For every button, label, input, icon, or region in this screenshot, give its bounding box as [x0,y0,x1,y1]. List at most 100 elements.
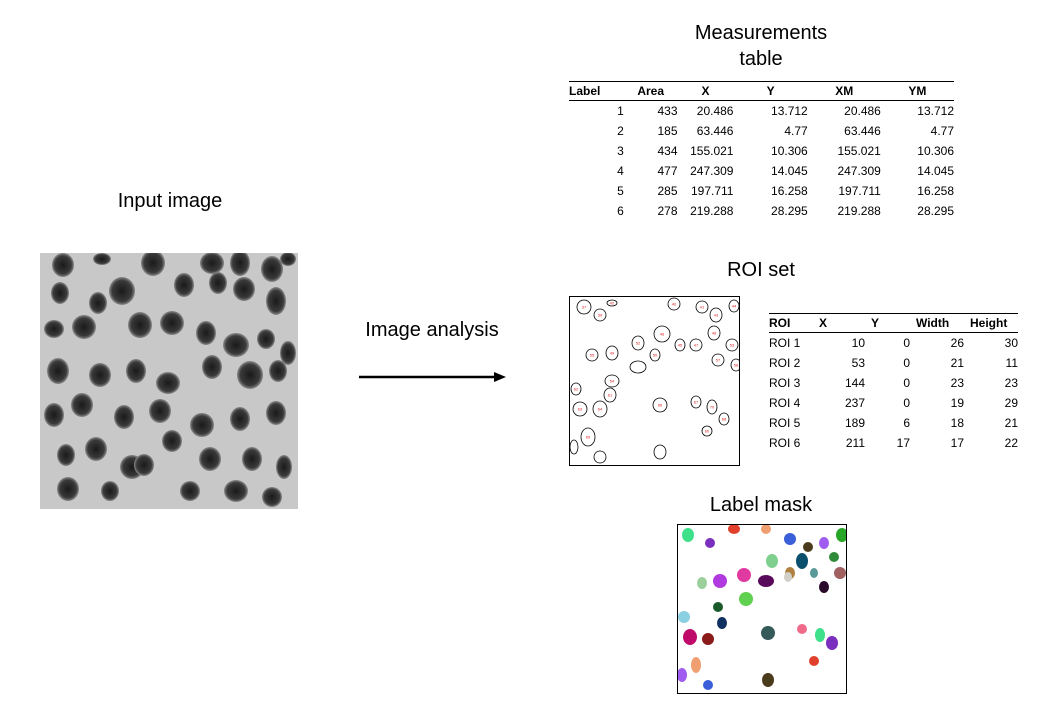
roi-outline [701,425,713,437]
measurements-cell: 4.77 [930,124,954,138]
measurements-cell: 20.486 [696,104,734,118]
measurements-cell: 14.045 [771,164,808,178]
input-image-particle [202,355,222,379]
measurements-cell: 247.309 [837,164,881,178]
mask-label-region [796,553,808,569]
mask-label-region [737,568,751,582]
col-label: Label [569,84,601,98]
col-x: X [701,84,710,98]
measurements-body: 1 433 20.486 13.712 20.486 13.712 2 185 63.446 4.… [569,101,954,222]
arrow-label: Image analysis [365,319,499,341]
roi-outline [653,444,667,460]
roi-cell: 21 [1004,416,1018,430]
roi-row: ROI 1 10 0 26 30 [769,333,1018,354]
roi-outline [576,299,592,315]
roi-cell: 17 [950,436,964,450]
measurements-cell: 14.045 [917,164,954,178]
roi-outline [593,450,607,464]
mask-label-region [728,525,740,534]
roi-row: ROI 4 237 0 19 29 [769,393,1018,413]
input-image-particle [47,358,69,384]
roi-outline [592,400,608,418]
input-image-particle [57,444,75,466]
measurements-cell: 1 [617,104,624,118]
mask-label-region [713,574,727,588]
mask-label-region [819,581,829,593]
measurements-cell: 197.711 [690,184,734,198]
measurements-cell: 10.306 [917,144,954,158]
input-image-particle [199,447,221,471]
measurements-cell: 28.295 [917,204,954,218]
measurements-cell: 28.295 [771,204,808,218]
input-image-particle [266,401,286,425]
measurements-cell: 219.288 [690,204,734,218]
input-image-particle [109,277,135,305]
roi-cell: 0 [903,356,910,370]
input-image-particle [89,363,111,387]
input-image-particle [162,430,182,452]
roi-outline [585,348,599,362]
col-roi: ROI [769,316,791,330]
roi-outline [695,300,709,314]
roi-cell: 23 [1004,376,1018,390]
roi-row: ROI 6 211 17 17 22 [769,433,1018,453]
mask-label-region [809,656,819,666]
roi-cell: 0 [903,336,910,350]
input-image-particle [57,477,79,501]
roi-label: 62 [574,387,579,392]
input-image-particle [280,253,296,266]
measurements-cell: 3 [617,144,624,158]
roi-cell: 26 [950,336,964,350]
roi-cell: ROI 2 [769,356,801,370]
input-image-particle [230,253,250,276]
input-image-particle [89,292,107,314]
input-image-particle [280,341,296,365]
input-image-particle [101,481,119,501]
mask-label-region [697,577,707,589]
roi-cell: 53 [851,356,865,370]
roi-cell: ROI 5 [769,416,801,430]
input-image-particle [52,253,74,277]
arrow-head [494,372,506,382]
roi-label: 61 [608,393,613,398]
mask-label-region [702,633,714,645]
mask-label-region [766,554,778,568]
measurements-title-line1: Measurements [694,22,828,44]
roi-outline [649,348,661,362]
input-image-particle [71,393,93,417]
roi-cell: 0 [903,376,910,390]
roi-label: 54 [610,379,615,384]
input-image-particle [128,312,152,338]
roi-label: 67 [694,400,699,405]
mask-label-region [739,592,753,606]
measurements-cell: 10.306 [771,144,808,158]
input-image-particle [196,321,216,345]
roi-outline [706,399,718,415]
mask-label-region [803,542,813,552]
mask-label-region [797,624,807,634]
roi-cell: ROI 3 [769,376,801,390]
roi-cell: 0 [903,396,910,410]
col-roi-x: X [819,316,828,330]
input-image-particle [72,315,96,339]
input-image-title: Input image [117,190,223,212]
measurements-title-line2: table [739,48,783,70]
input-image-particle [51,282,69,304]
input-image-particle [276,455,292,479]
input-image-particle [85,437,107,461]
input-image-particle [266,287,286,315]
col-y: Y [766,84,775,98]
roi-outline [629,360,647,374]
measurements-cell: 4 [617,164,624,178]
roi-cell: 30 [1004,336,1018,350]
measurements-row: 6 278 219.288 28.295 219.288 28.295 [569,201,954,221]
measurements-row: 5 285 197.711 16.258 197.711 16.258 [569,181,954,201]
measurements-cell: 6 [617,204,624,218]
roi-label: 55 [590,353,595,358]
mask-label-region [683,629,697,645]
measurements-header-row: Label Area X Y XM YM [569,82,954,101]
measurements-cell: 2 [617,124,624,138]
measurements-cell: 155.021 [837,144,881,158]
roi-outline [572,401,588,417]
roi-cell: 22 [1004,436,1018,450]
